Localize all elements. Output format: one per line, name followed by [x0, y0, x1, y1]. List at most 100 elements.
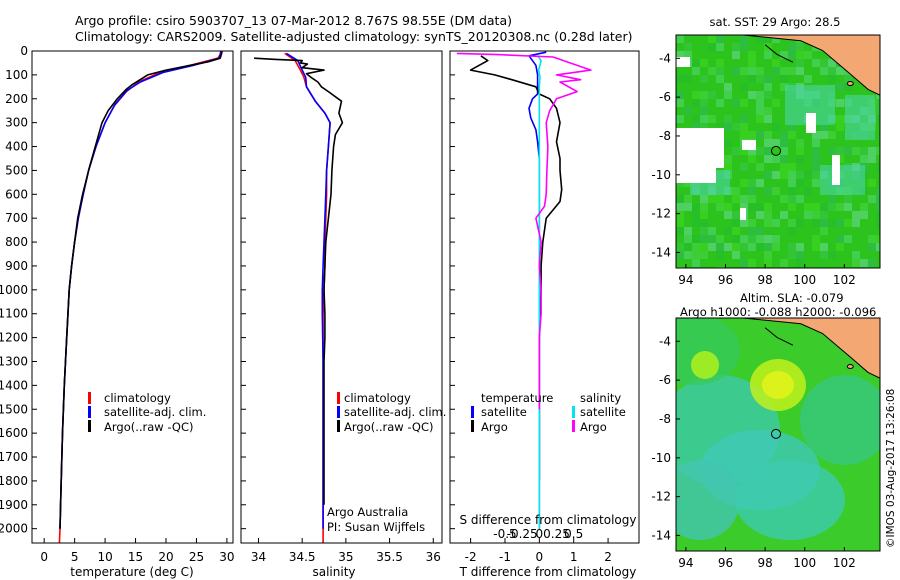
- map-cell: [788, 187, 796, 195]
- map-cell: [868, 195, 876, 203]
- map-cell: [684, 227, 692, 235]
- map-cell: [764, 235, 772, 243]
- map-frame: [675, 317, 881, 552]
- temperature-frame: [31, 50, 234, 544]
- map-cell: [836, 99, 844, 107]
- x-tick-label: 5: [71, 550, 79, 564]
- map-cell: [756, 243, 764, 251]
- map-cell: [748, 75, 756, 83]
- argo-location-marker: [771, 145, 782, 156]
- map-cell: [764, 211, 772, 219]
- series-line-t-satellite: [528, 51, 547, 529]
- map-cell: [732, 251, 740, 259]
- map-cell: [748, 259, 756, 267]
- map-cell: [788, 243, 796, 251]
- map-cell: [876, 187, 880, 195]
- map-cell: [796, 179, 804, 187]
- map-cell: [780, 83, 788, 91]
- map-cell: [868, 147, 876, 155]
- map-cell: [692, 211, 700, 219]
- map-cell: [764, 187, 772, 195]
- map-cell: [804, 203, 812, 211]
- y-tick-label: 1600: [0, 426, 28, 440]
- map-cell: [780, 211, 788, 219]
- map-cell: [684, 243, 692, 251]
- map-cell: [788, 43, 796, 51]
- map-cell: [700, 115, 708, 123]
- map-cell: [788, 179, 796, 187]
- map-cell: [868, 235, 876, 243]
- missing-data: [740, 208, 746, 220]
- legend-label-satellite: satellite-adj. clim.: [104, 405, 206, 419]
- map-cell: [820, 251, 828, 259]
- series-line-t-argo: [469, 55, 563, 481]
- x-tick-label: 2: [604, 550, 612, 564]
- map-cell: [764, 147, 772, 155]
- map-cell: [708, 43, 716, 51]
- map-cell: [708, 227, 716, 235]
- map-cell: [764, 219, 772, 227]
- map-cell: [692, 115, 700, 123]
- y-tick-label: 800: [5, 235, 28, 249]
- x-tick-label: 34.5: [289, 550, 316, 564]
- legend-swatch-climatology: [337, 392, 340, 404]
- map-cell: [860, 211, 868, 219]
- map-cell: [812, 139, 820, 147]
- map-cell: [748, 235, 756, 243]
- map-cell: [812, 243, 820, 251]
- y-tick-label: 700: [5, 211, 28, 225]
- map-cell: [836, 203, 844, 211]
- map-x-tick-label: 96: [718, 273, 733, 287]
- map-cell: [740, 43, 748, 51]
- map-cell: [748, 131, 756, 139]
- map-cell: [780, 163, 788, 171]
- x-top-tick-label: 0.25: [543, 527, 570, 541]
- map-cell: [724, 227, 732, 235]
- map-cell: [788, 195, 796, 203]
- map-cell: [812, 131, 820, 139]
- map-cell: [692, 99, 700, 107]
- map-cell: [812, 219, 820, 227]
- map-cell: [836, 123, 844, 131]
- map-cell: [748, 147, 756, 155]
- y-tick-label: 200: [5, 92, 28, 106]
- y-tick-label: 1400: [0, 378, 28, 392]
- map-cell: [820, 243, 828, 251]
- map-cell: [772, 243, 780, 251]
- map-y-tick-label: -10: [651, 451, 671, 465]
- map-cell: [740, 115, 748, 123]
- x-tick-label: 20: [158, 550, 173, 564]
- map-cell: [732, 243, 740, 251]
- map-cell: [868, 259, 876, 267]
- map-cell: [756, 91, 764, 99]
- map-x-tick-label: 98: [757, 273, 772, 287]
- map-cell: [740, 67, 748, 75]
- map-cell: [796, 243, 804, 251]
- legend-title-temperature: temperature: [481, 391, 553, 405]
- map-cell: [756, 203, 764, 211]
- map-cell: [732, 123, 740, 131]
- map-cell: [780, 67, 788, 75]
- y-tick-label: 600: [5, 187, 28, 201]
- map-cell: [812, 171, 820, 179]
- map-cell: [876, 235, 880, 243]
- salinity-plot: 34 34.5 35 35.5 36: [241, 50, 441, 564]
- map-cell: [772, 99, 780, 107]
- map-cell: [820, 227, 828, 235]
- map-cell: [836, 243, 844, 251]
- island-outline: [764, 44, 794, 63]
- map-cell: [828, 75, 836, 83]
- difference-legend: temperature salinity satellite Argo sate…: [471, 391, 626, 434]
- map-cell: [708, 243, 716, 251]
- map-cell: [724, 243, 732, 251]
- legend-label-t-argo: Argo: [481, 420, 508, 434]
- difference-panel: -2 -1 0 1 2-0.5-0.250 0.250.5 T difference fr…: [449, 50, 640, 579]
- map-cell: [844, 203, 852, 211]
- y-tick-label: 100: [5, 68, 28, 82]
- y-tick-label: 300: [5, 116, 28, 130]
- map-cell: [812, 235, 820, 243]
- map-cell: [804, 187, 812, 195]
- map-cell: [812, 147, 820, 155]
- map-cell: [876, 211, 880, 219]
- map-cell: [740, 219, 748, 227]
